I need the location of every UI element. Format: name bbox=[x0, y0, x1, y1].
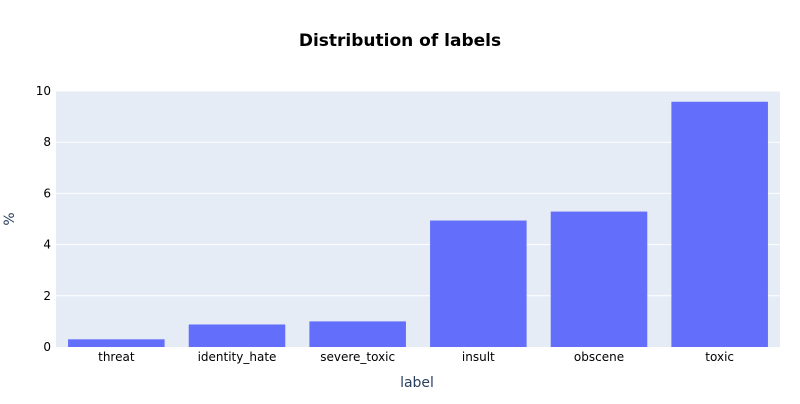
x-axis-ticks: threat identity_hate severe_toxic insult obs… bbox=[98, 350, 734, 364]
x-tick-label: threat bbox=[98, 350, 135, 364]
x-tick-label: toxic bbox=[705, 350, 734, 364]
bar-severe_toxic[interactable] bbox=[309, 321, 406, 347]
y-tick-label: 6 bbox=[43, 186, 51, 200]
y-axis-title: % bbox=[2, 212, 18, 225]
bar-insult[interactable] bbox=[430, 220, 527, 347]
x-tick-label: severe_toxic bbox=[320, 350, 395, 364]
bar-identity_hate[interactable] bbox=[188, 324, 286, 347]
bar-threat[interactable] bbox=[68, 339, 165, 347]
x-axis-title: label bbox=[400, 375, 434, 391]
y-tick-label: 10 bbox=[36, 84, 51, 98]
plot-area bbox=[56, 91, 780, 347]
bars bbox=[68, 101, 768, 347]
bar-toxic[interactable] bbox=[671, 101, 768, 347]
x-tick-label: obscene bbox=[574, 350, 624, 364]
chart-title: Distribution of labels bbox=[299, 31, 501, 51]
y-tick-label: 0 bbox=[43, 340, 51, 354]
gridlines bbox=[56, 90, 780, 297]
x-tick-label: insult bbox=[462, 350, 495, 364]
y-tick-label: 4 bbox=[43, 238, 51, 252]
y-tick-label: 2 bbox=[43, 289, 51, 303]
x-tick-label: identity_hate bbox=[198, 350, 277, 364]
y-axis-ticks: 0 2 4 6 8 10 bbox=[36, 84, 51, 354]
bar-obscene[interactable] bbox=[550, 211, 648, 347]
y-tick-label: 8 bbox=[43, 135, 51, 149]
